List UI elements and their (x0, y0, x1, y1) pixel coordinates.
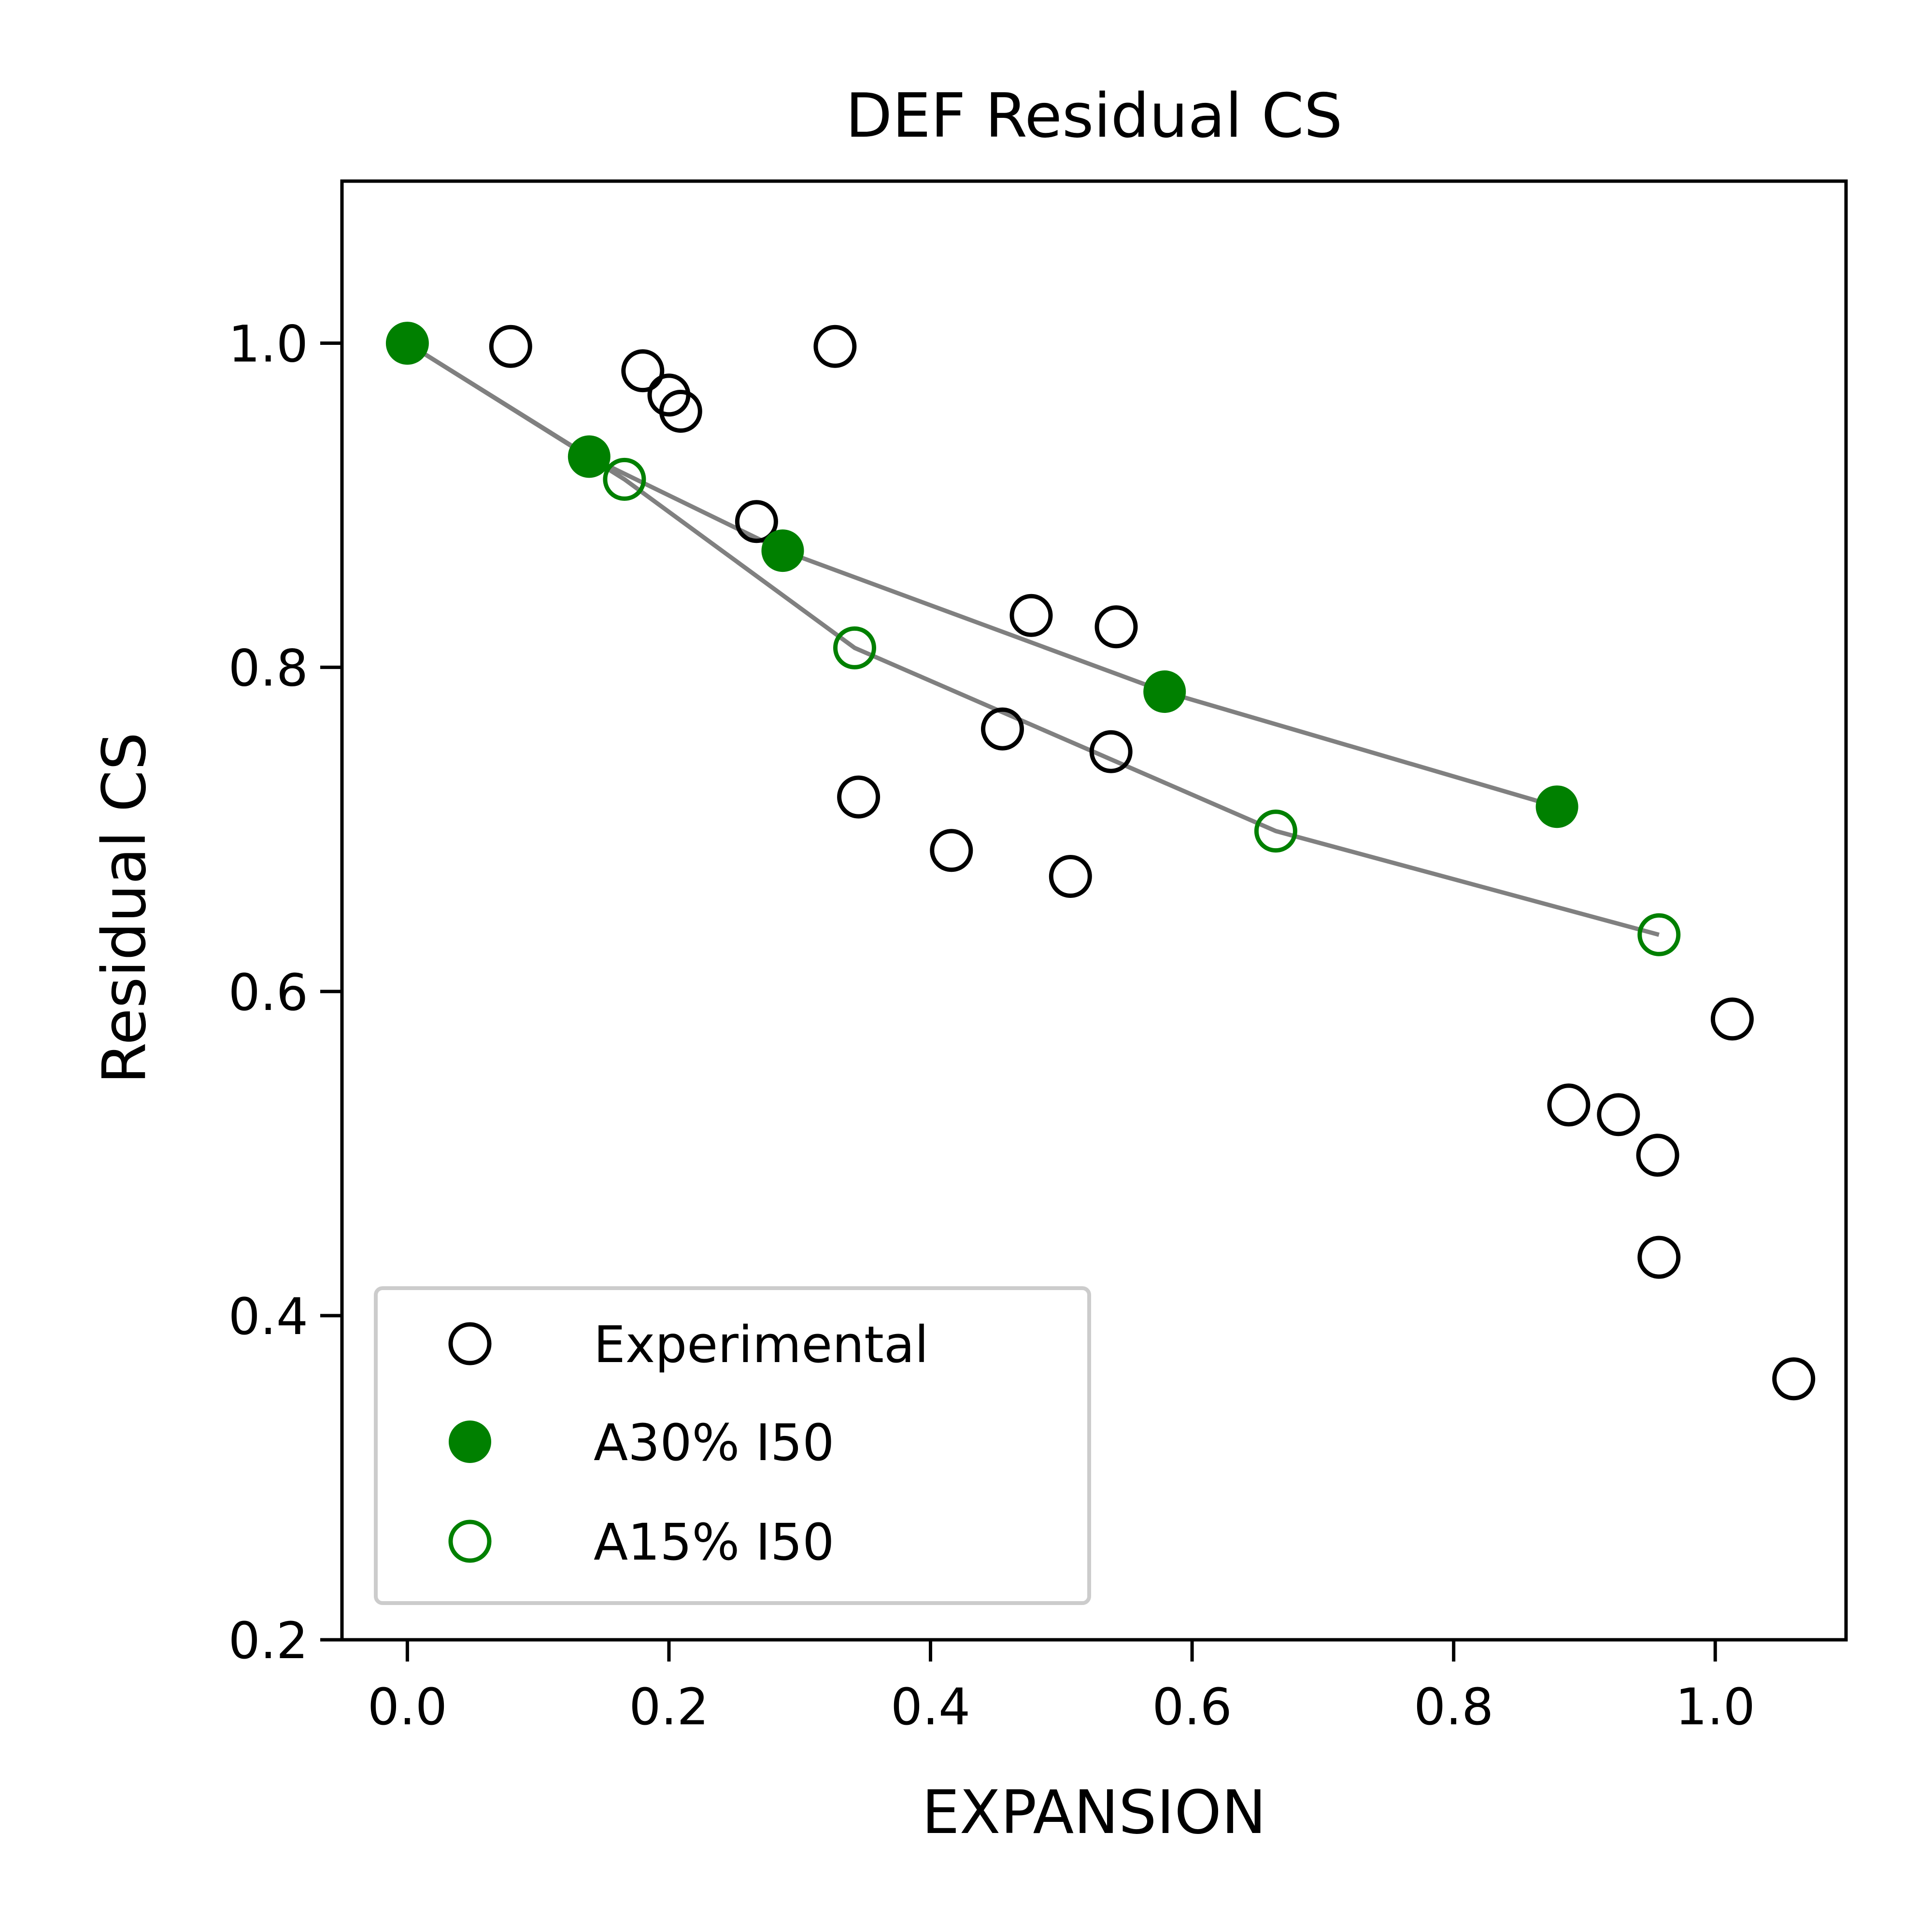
data-point-s0-3 (659, 390, 702, 433)
data-point-s2-4 (1637, 913, 1681, 956)
legend-label: Experimental (594, 1315, 929, 1374)
data-point-s0-12 (1094, 605, 1138, 649)
data-point-s2-2 (833, 626, 876, 669)
data-point-s2-3 (1254, 810, 1297, 853)
data-point-s0-10 (1049, 855, 1092, 898)
y-tick-label: 0.2 (228, 1611, 308, 1670)
plot-area (340, 179, 1848, 1642)
chart-title: DEF Residual CS (845, 80, 1342, 151)
data-point-s0-14 (1597, 1093, 1640, 1136)
data-point-s0-11 (1089, 730, 1133, 773)
data-point-s0-18 (1772, 1357, 1816, 1401)
data-point-s0-17 (1710, 997, 1754, 1041)
data-point-s1-4 (1535, 785, 1578, 828)
data-point-s0-9 (1009, 594, 1053, 637)
data-point-s0-1 (621, 349, 665, 393)
data-point-s1-1 (568, 435, 611, 478)
x-tick-label: 0.0 (368, 1677, 447, 1736)
legend-entry: A15% I50 (448, 1513, 834, 1572)
legend-label: A15% I50 (594, 1513, 834, 1572)
x-tick-label: 0.8 (1414, 1677, 1493, 1736)
x-axis-label: EXPANSION (922, 1778, 1266, 1847)
data-point-s0-8 (981, 707, 1024, 751)
legend-label: A30% I50 (594, 1413, 834, 1472)
x-tick-label: 1.0 (1676, 1677, 1755, 1736)
legend-marker-experimental (448, 1322, 492, 1365)
data-point-s1-0 (386, 322, 429, 365)
data-point-s0-7 (930, 829, 973, 872)
data-point-s1-3 (1143, 670, 1186, 713)
data-point-s0-6 (837, 775, 881, 819)
axes-frame (340, 179, 1848, 1642)
data-point-s0-16 (1637, 1236, 1681, 1279)
legend-marker-a30 (449, 1421, 491, 1463)
data-point-s0-5 (813, 325, 857, 368)
x-tick-label: 0.4 (891, 1677, 970, 1736)
series-line-2 (406, 341, 1660, 937)
data-point-s0-0 (489, 325, 532, 368)
y-tick-label: 0.6 (228, 963, 308, 1022)
data-point-s0-13 (1547, 1083, 1591, 1127)
data-point-s1-2 (761, 529, 804, 572)
data-point-s2-0 (385, 322, 429, 365)
y-axis-label: Residual CS (90, 732, 159, 1084)
legend-frame (374, 1286, 1091, 1605)
x-tick-label: 0.2 (629, 1677, 709, 1736)
x-tick-label: 0.6 (1152, 1677, 1232, 1736)
y-tick-label: 1.0 (228, 315, 308, 374)
legend: Experimental A30% I50 A15% I50 (374, 1286, 1091, 1605)
y-tick-label: 0.4 (228, 1287, 308, 1346)
x-axis-ticks: 0.0 0.2 0.4 0.6 0.8 1.0 (368, 1640, 1755, 1736)
legend-entry: A30% I50 (449, 1413, 834, 1472)
data-point-s2-1 (603, 457, 646, 501)
data-point-s0-15 (1636, 1134, 1679, 1177)
legend-entry: Experimental (448, 1315, 929, 1374)
y-tick-label: 0.8 (228, 639, 308, 698)
data-point-s0-4 (735, 500, 778, 543)
y-axis-ticks: 0.2 0.4 0.6 0.8 1.0 (228, 315, 342, 1670)
legend-marker-a15 (448, 1520, 492, 1563)
